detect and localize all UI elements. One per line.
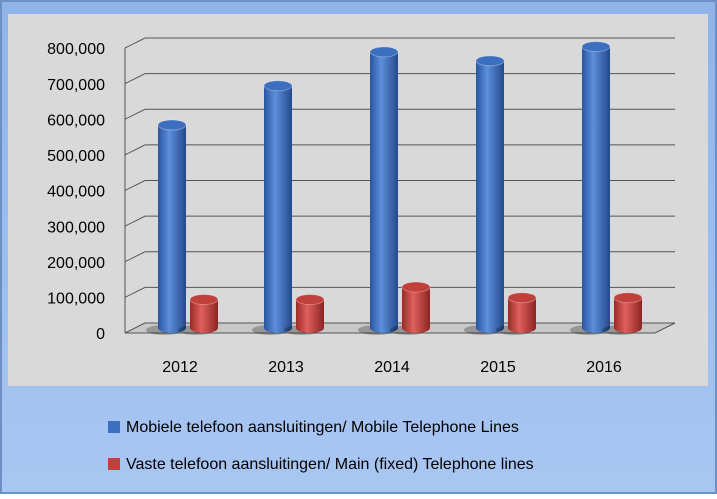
floor	[124, 322, 676, 334]
cylinder-body	[370, 51, 398, 333]
x-tick-label: 2014	[374, 359, 410, 376]
y-tick-label: 500,000	[47, 148, 105, 165]
cylinder	[146, 119, 187, 335]
cylinder	[464, 55, 505, 335]
y-tick-label: 600,000	[47, 112, 105, 129]
y-tick-label: 200,000	[47, 255, 105, 272]
cylinder	[496, 292, 537, 335]
cylinder	[252, 80, 293, 335]
grid-line	[124, 37, 675, 49]
cylinder-body	[158, 124, 186, 333]
cylinder-top	[613, 292, 643, 304]
cylinder-body	[614, 297, 642, 333]
legend-swatch	[108, 421, 120, 433]
cylinder-body	[476, 60, 504, 333]
cylinder-body	[264, 85, 292, 333]
legend-label: Mobiele telefoon aansluitingen/ Mobile T…	[126, 419, 519, 436]
cylinder-top	[295, 294, 325, 305]
cylinder-body	[582, 46, 610, 333]
cylinder-top	[263, 80, 293, 92]
x-tick-label: 2016	[586, 359, 622, 376]
cylinder	[602, 292, 643, 335]
y-tick-label: 700,000	[47, 77, 105, 94]
cylinder	[390, 281, 431, 335]
cylinder-top	[369, 46, 399, 58]
cylinder-body	[508, 297, 536, 333]
y-tick-label: 400,000	[47, 184, 105, 201]
cylinder-top	[401, 281, 431, 293]
x-tick-label: 2012	[162, 359, 198, 376]
legend-label: Vaste telefoon aansluitingen/ Main (fixe…	[126, 456, 534, 473]
cylinder	[570, 41, 611, 335]
y-tick-label: 100,000	[47, 291, 105, 308]
cylinder-top	[581, 41, 611, 53]
cylinder-top	[157, 119, 187, 131]
cylinder	[284, 294, 325, 335]
legend-swatch	[108, 458, 120, 470]
cylinder	[358, 46, 399, 335]
x-tick-label: 2015	[480, 359, 516, 376]
y-tick-label: 0	[96, 326, 105, 343]
cylinder-top	[189, 294, 219, 305]
cylinder-top	[475, 55, 505, 67]
y-tick-label: 300,000	[47, 219, 105, 236]
cylinder-body	[296, 299, 324, 333]
y-tick-label: 800,000	[47, 41, 105, 58]
cylinder-top	[507, 292, 537, 304]
x-tick-label: 2013	[268, 359, 304, 376]
cylinder	[178, 294, 219, 335]
cylinder-body	[190, 299, 218, 333]
cylinder-body	[402, 287, 430, 333]
